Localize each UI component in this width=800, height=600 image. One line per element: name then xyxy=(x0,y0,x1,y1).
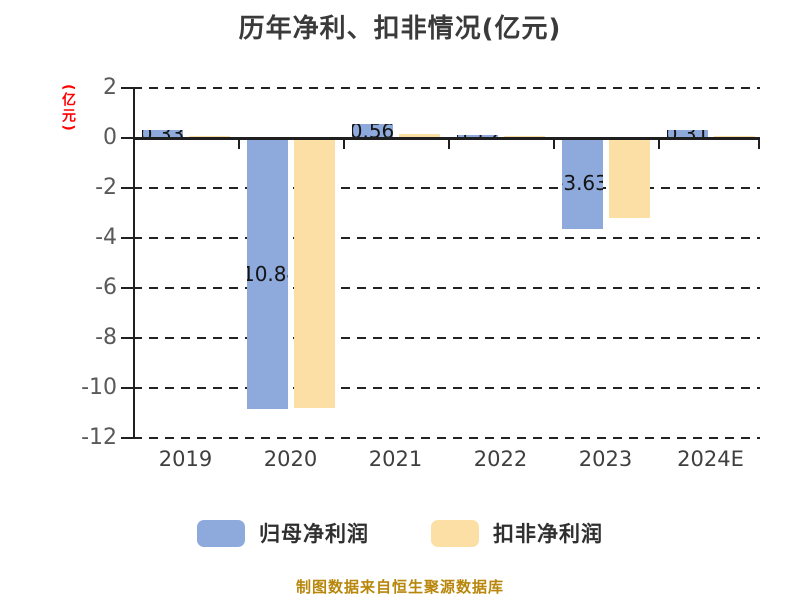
legend-label-guimu: 归母净利润 xyxy=(259,522,369,546)
chart-title: 历年净利、扣非情况(亿元) xyxy=(238,14,562,44)
gridline--12 xyxy=(133,437,760,439)
y-axis-tick xyxy=(121,87,133,89)
legend-swatch-blue xyxy=(197,519,245,547)
x-tick-label-2022: 2022 xyxy=(473,447,528,471)
y-axis-tick xyxy=(121,237,133,239)
bar-value-label: 0.12 xyxy=(457,135,498,138)
y-axis-tick xyxy=(121,437,133,439)
legend-item-koufei: 扣非净利润 xyxy=(431,518,603,548)
gridline--8 xyxy=(133,337,760,339)
gridline-2 xyxy=(133,87,760,89)
x-tick-label-2023: 2023 xyxy=(578,447,633,471)
legend-item-guimu: 归母净利润 xyxy=(197,518,369,548)
bar-归母净利润-2020: -10.84 xyxy=(246,138,288,409)
y-axis-line xyxy=(133,88,135,438)
bar-归母净利润-2022: 0.12 xyxy=(456,135,498,138)
bar-扣非净利润-2022 xyxy=(503,135,545,138)
y-tick-label: -2 xyxy=(95,175,117,200)
y-tick-label: 0 xyxy=(103,125,117,150)
y-axis-tick xyxy=(121,137,133,139)
bar-value-label: -3.63 xyxy=(562,171,603,196)
gridline--4 xyxy=(133,237,760,239)
bar-扣非净利润-2021 xyxy=(398,134,440,138)
bar-归母净利润-2024E: 0.31 xyxy=(666,130,708,138)
bar-扣非净利润-2023 xyxy=(608,138,650,218)
x-axis-tick xyxy=(238,139,240,149)
x-axis-tick xyxy=(448,139,450,149)
bar-归母净利润-2019: 0.33 xyxy=(141,129,183,138)
y-tick-label: -10 xyxy=(81,375,117,400)
y-axis-title: (亿元) xyxy=(60,84,76,133)
x-axis-tick xyxy=(343,139,345,149)
y-axis-tick xyxy=(121,287,133,289)
gridline--10 xyxy=(133,387,760,389)
bar-value-label: 0.33 xyxy=(142,130,183,138)
bar-value-label: -10.84 xyxy=(246,261,288,286)
bar-value-label: 0.31 xyxy=(667,130,708,138)
x-tick-label-2019: 2019 xyxy=(158,447,213,471)
x-tick-label-2021: 2021 xyxy=(368,447,423,471)
bar-扣非净利润-2019 xyxy=(188,135,230,138)
gridline--6 xyxy=(133,287,760,289)
gridline--2 xyxy=(133,187,760,189)
y-axis-tick xyxy=(121,337,133,339)
y-axis-tick xyxy=(121,187,133,189)
x-axis-tick xyxy=(133,139,135,149)
legend-label-koufei: 扣非净利润 xyxy=(493,522,603,546)
x-axis-tick xyxy=(658,139,660,149)
plot-area: 0.33 -10.84 0.56 0.12 -3.63 0.31 xyxy=(121,87,760,439)
y-tick-label: 2 xyxy=(103,75,117,100)
legend-swatch-yellow xyxy=(431,519,479,547)
y-axis-tick xyxy=(121,387,133,389)
y-tick-label: -12 xyxy=(81,425,117,450)
bar-归母净利润-2021: 0.56 xyxy=(351,124,393,138)
zero-axis-line xyxy=(133,137,760,140)
bar-归母净利润-2023: -3.63 xyxy=(561,138,603,229)
y-tick-label: -8 xyxy=(95,325,117,350)
x-tick-label-2024E: 2024E xyxy=(677,447,744,471)
x-axis-tick xyxy=(758,139,760,149)
bar-value-label: 0.56 xyxy=(351,124,393,138)
chart-footer-source: 制图数据来自恒生聚源数据库 xyxy=(295,578,504,596)
bar-扣非净利润-2020 xyxy=(293,138,335,408)
x-axis-tick xyxy=(553,139,555,149)
x-tick-label-2020: 2020 xyxy=(263,447,318,471)
y-tick-label: -4 xyxy=(95,225,117,250)
legend: 归母净利润 扣非净利润 xyxy=(0,518,800,548)
y-tick-label: -6 xyxy=(95,275,117,300)
